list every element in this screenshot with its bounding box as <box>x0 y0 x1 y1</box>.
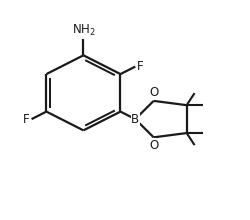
Text: B: B <box>131 113 139 126</box>
Text: F: F <box>23 113 30 126</box>
Text: NH$_2$: NH$_2$ <box>72 22 95 38</box>
Text: F: F <box>137 60 144 73</box>
Text: O: O <box>149 86 158 99</box>
Text: O: O <box>149 139 158 152</box>
